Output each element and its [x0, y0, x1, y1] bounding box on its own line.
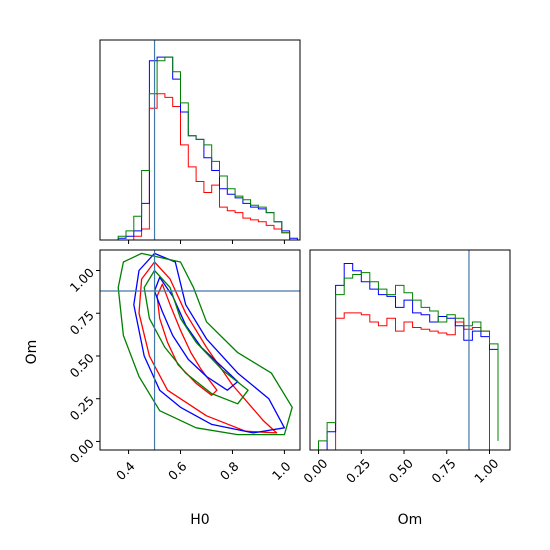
x-axis-label-h0: H0: [190, 512, 209, 528]
contour-blue-2: [133, 252, 286, 434]
h0-tick-label: 0.4: [113, 458, 138, 483]
x-axis-label-om: Om: [398, 512, 423, 528]
om-histogram-frame: [309, 249, 511, 451]
contour-red-1: [156, 283, 218, 396]
h0-om-scatter-panel: [99, 249, 301, 451]
om-histogram-green: [318, 272, 499, 450]
h0-histogram-red: [102, 93, 298, 241]
h0-tick-label: 0.6: [165, 458, 190, 483]
om-y-tick-label: 0.25: [67, 393, 97, 423]
om-histogram-panel: [309, 249, 511, 451]
om-y-tick-label: 0.50: [67, 350, 97, 380]
y-axis-label-om: Om: [24, 340, 40, 365]
om-x-tick-label: 1.00: [471, 456, 501, 486]
scatter-frame: [99, 249, 301, 451]
h0-histogram-panel: [99, 39, 301, 241]
h0-tick-label: 1.0: [269, 458, 294, 483]
om-x-tick-label: 0.75: [428, 456, 458, 486]
h0-histogram-green: [102, 56, 298, 241]
contour-green-5: [143, 269, 249, 405]
om-y-tick-label: 1.00: [67, 265, 97, 295]
h0-tick-label: 0.8: [217, 458, 242, 483]
om-y-tick-label: 0.75: [67, 308, 97, 338]
om-histogram-blue: [318, 263, 499, 451]
om-y-tick-label: 0.00: [67, 436, 97, 466]
h0-histogram-frame: [99, 39, 301, 241]
contour-green-4: [117, 252, 293, 436]
om-histogram-red: [318, 312, 498, 451]
om-x-tick-label: 0.25: [343, 456, 373, 486]
contour-red-0: [138, 261, 278, 434]
om-x-tick-label: 0.50: [386, 456, 416, 486]
om-x-tick-label: 0.00: [300, 456, 330, 486]
